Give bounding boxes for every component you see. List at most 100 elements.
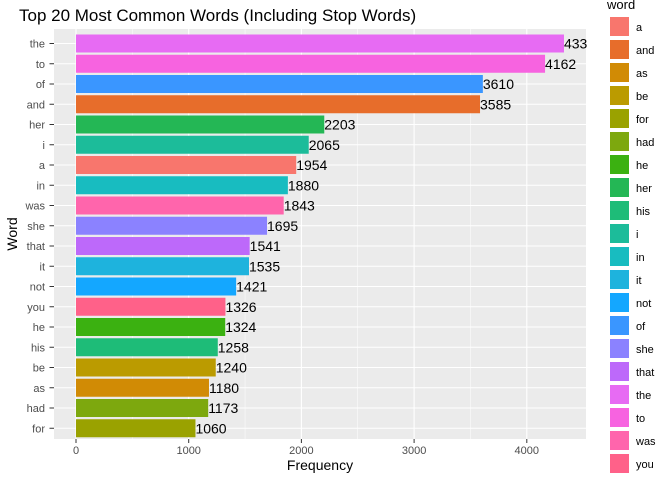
legend-label-his: his (636, 206, 651, 218)
legend-key-not (610, 293, 629, 312)
bar-a (76, 156, 297, 174)
legend-label-the: the (636, 390, 651, 402)
y-tick-label-her: her (29, 120, 45, 132)
legend-key-had (610, 132, 629, 151)
legend-key-of (610, 316, 629, 335)
y-tick-label-his: his (31, 342, 46, 354)
bar-his (76, 338, 218, 357)
value-label-was: 1843 (284, 198, 315, 214)
value-label-as: 1180 (209, 380, 239, 396)
value-label-not: 1421 (236, 279, 267, 295)
value-label-he: 1324 (225, 319, 256, 335)
legend-label-be: be (636, 91, 648, 103)
legend-label-he: he (636, 160, 648, 172)
x-tick-label-4000: 4000 (515, 445, 539, 457)
legend-label-as: as (636, 68, 648, 80)
y-tick-label-in: in (36, 180, 45, 192)
value-label-you: 1326 (225, 299, 256, 315)
legend-key-as (610, 63, 629, 82)
bar-was (76, 196, 284, 215)
value-label-of: 3610 (483, 76, 514, 92)
legend-label-in: in (636, 252, 645, 264)
value-labels: 433 4162 3610 3585 2203 2065 1954 1880 1843 1695 1… (195, 36, 587, 437)
legend-key-for (610, 109, 629, 128)
y-tick-label-as: as (33, 383, 45, 395)
legend-key-be (610, 86, 629, 105)
value-label-i: 2065 (309, 137, 340, 153)
y-tick-label-had: had (27, 403, 45, 415)
y-tick-label-to: to (36, 59, 45, 71)
legend-key-her (610, 178, 629, 197)
legend-label-that: that (636, 367, 654, 379)
bar-you (76, 297, 226, 316)
legend-label-was: was (635, 436, 656, 448)
legend-label-a: a (636, 22, 643, 34)
bar-to (76, 54, 546, 73)
bar-she (76, 216, 268, 235)
legend-key-he (610, 155, 629, 174)
legend-label-not: not (636, 298, 651, 310)
y-tick-label-i: i (43, 140, 45, 152)
value-label-it: 1535 (249, 258, 280, 274)
y-tick-label-be: be (33, 363, 45, 375)
bar-of (76, 75, 483, 93)
legend-key-it (610, 270, 629, 289)
value-label-for: 1060 (195, 420, 226, 436)
bar-that (76, 237, 250, 255)
x-axis-ticks: 0 1000 2000 3000 4000 (73, 439, 539, 457)
legend-key-to (610, 408, 629, 427)
legend-label-for: for (636, 114, 649, 126)
bar-and (76, 95, 481, 114)
x-tick-label-2000: 2000 (289, 445, 313, 457)
bars (76, 34, 564, 438)
legend-key-in (610, 247, 629, 266)
bar-as (76, 378, 209, 397)
y-tick-label-it: it (40, 261, 46, 273)
value-label-in: 1880 (288, 177, 319, 193)
value-label-that: 1541 (250, 238, 281, 254)
legend-key-and (610, 40, 629, 59)
legend-key-was (610, 431, 629, 450)
bar-i (76, 135, 309, 154)
y-tick-label-for: for (32, 423, 45, 435)
bar-not (76, 277, 237, 296)
bar-her (76, 115, 325, 134)
y-tick-label-was: was (24, 201, 45, 213)
x-tick-label-0: 0 (73, 445, 79, 457)
bar-he (76, 318, 226, 336)
value-label-her: 2203 (324, 117, 355, 133)
legend-label-she: she (636, 344, 654, 356)
value-label-and: 3585 (480, 96, 511, 112)
y-tick-label-that: that (27, 241, 45, 253)
y-tick-label-the: the (30, 39, 45, 51)
y-tick-label-she: she (27, 221, 45, 233)
bar-be (76, 358, 216, 377)
legend-label-had: had (636, 137, 654, 149)
y-axis-label: Word (4, 217, 20, 250)
legend-key-that (610, 362, 629, 381)
bar-the (76, 34, 564, 53)
y-axis-ticks: the to of and her ia in was she that it not you he his… (24, 39, 54, 435)
legend-title: word (606, 0, 635, 12)
legend-label-you: you (636, 459, 654, 471)
legend-label-and: and (636, 45, 654, 57)
legend-key-you (610, 454, 629, 473)
legend-key-the (610, 385, 629, 404)
x-axis-label: Frequency (287, 457, 353, 473)
y-tick-label-a: a (39, 160, 46, 172)
x-tick-label-1000: 1000 (176, 445, 200, 457)
y-tick-label-he: he (33, 322, 45, 334)
legend-key-a (610, 17, 629, 36)
value-label-had: 1173 (208, 400, 238, 416)
legend-label-of: of (636, 321, 646, 333)
bar-in (76, 176, 288, 195)
y-tick-label-of: of (36, 79, 46, 91)
legend-items: a and as be for had he her his i in it not of she that t… (610, 17, 656, 473)
y-tick-label-not: not (30, 282, 45, 294)
legend-label-her: her (636, 183, 652, 195)
legend-key-she (610, 339, 629, 358)
value-label-his: 1258 (218, 339, 249, 355)
legend-label-it: it (636, 275, 642, 287)
legend-key-his (610, 201, 629, 220)
